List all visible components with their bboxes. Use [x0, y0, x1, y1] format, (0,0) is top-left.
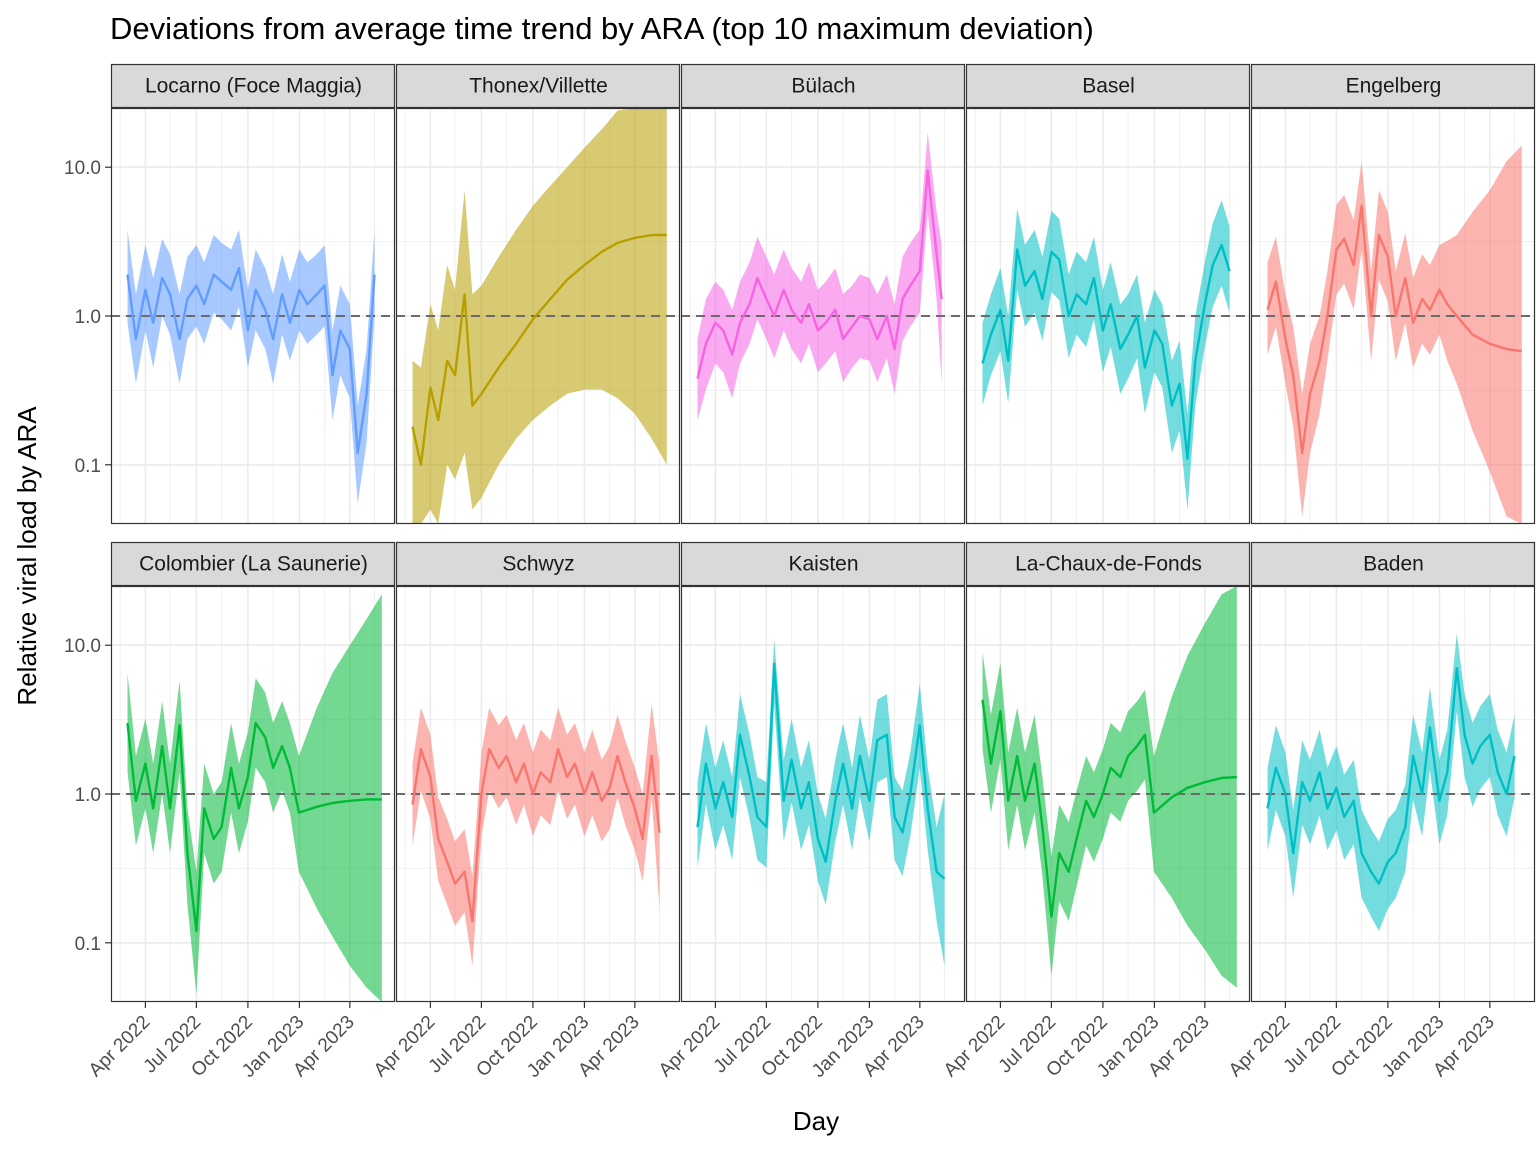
strip-label: Thonex/Villette	[469, 75, 608, 98]
series-line	[1266, 204, 1522, 455]
series-line	[981, 243, 1231, 460]
strip-label: La-Chaux-de-Fonds	[1015, 553, 1202, 576]
series-group	[966, 586, 1250, 988]
panel-border	[110, 107, 396, 525]
panel-border	[680, 107, 966, 525]
series-group	[111, 594, 395, 1002]
facet-panel: Basel	[965, 63, 1251, 525]
strip-label: Locarno (Foce Maggia)	[145, 75, 362, 98]
confidence-ribbon	[697, 132, 942, 420]
strip-background	[680, 541, 966, 587]
strip-label: Engelberg	[1346, 75, 1442, 98]
panel-border	[110, 585, 396, 1003]
x-tick-label: Apr 2022	[85, 1012, 154, 1081]
strip-label: Kaisten	[788, 553, 858, 576]
chart-title: Deviations from average time trend by AR…	[110, 11, 1094, 46]
series-group	[396, 108, 680, 524]
y-axis-title: Relative viral load by ARA	[12, 406, 42, 706]
series-line	[981, 699, 1237, 918]
series-group	[681, 132, 965, 420]
series-line	[696, 169, 943, 379]
series-line	[411, 748, 661, 923]
series-line	[126, 266, 376, 455]
facet-panel: Engelberg	[1250, 63, 1536, 525]
y-tick-label: 0.1	[75, 456, 101, 477]
strip-background	[395, 541, 681, 587]
facet-panels: Locarno (Foce Maggia) 0.1 1.0 10.0 Thonex/Vi…	[64, 63, 1536, 1082]
strip-background	[110, 541, 396, 587]
confidence-ribbon	[982, 200, 1230, 510]
panel-border	[395, 107, 681, 525]
series-group	[396, 704, 680, 966]
y-tick-label: 10.0	[64, 158, 101, 179]
panel-border	[965, 585, 1251, 1003]
facet-panel: Colombier (La Saunerie) 0.1 1.0 10.0 Apr 202…	[64, 541, 396, 1082]
y-tick-label: 1.0	[75, 307, 101, 328]
strip-label: Bülach	[791, 75, 855, 98]
series-group	[681, 639, 965, 966]
series-line	[411, 233, 667, 466]
facet-panel: Thonex/Villette	[395, 63, 681, 525]
series-line	[1266, 667, 1516, 885]
y-tick-label: 0.1	[75, 934, 101, 955]
strip-background	[965, 63, 1251, 109]
strip-label: Schwyz	[502, 553, 574, 576]
strip-background	[1250, 63, 1536, 109]
strip-background	[1250, 541, 1536, 587]
x-tick-label: Apr 2022	[1225, 1012, 1294, 1081]
facet-panel: Bülach	[680, 63, 966, 525]
x-axis-title: Day	[793, 1106, 839, 1136]
panel-border	[680, 585, 966, 1003]
strip-label: Basel	[1082, 75, 1135, 98]
confidence-ribbon	[127, 594, 382, 1002]
confidence-ribbon	[1267, 145, 1522, 524]
strip-background	[965, 541, 1251, 587]
confidence-ribbon	[697, 639, 945, 966]
x-tick-label: Apr 2022	[940, 1012, 1009, 1081]
facet-panel: Locarno (Foce Maggia) 0.1 1.0 10.0	[64, 63, 396, 525]
series-group	[111, 229, 395, 504]
strip-background	[680, 63, 966, 109]
series-group	[1251, 633, 1535, 931]
x-tick-label: Apr 2022	[655, 1012, 724, 1081]
strip-label: Baden	[1363, 553, 1424, 576]
x-tick-label: Apr 2022	[370, 1012, 439, 1081]
panel-border	[1250, 107, 1536, 525]
confidence-ribbon	[982, 586, 1237, 988]
panel-border	[395, 585, 681, 1003]
series-line	[126, 721, 382, 933]
series-group	[966, 200, 1250, 510]
y-tick-label: 1.0	[75, 785, 101, 806]
y-tick-label: 10.0	[64, 636, 101, 657]
strip-background	[395, 63, 681, 109]
panel-border	[1250, 585, 1536, 1003]
series-line	[696, 662, 946, 880]
series-group	[1251, 145, 1535, 524]
strip-label: Colombier (La Saunerie)	[139, 553, 368, 576]
panel-border	[965, 107, 1251, 525]
strip-background	[110, 63, 396, 109]
